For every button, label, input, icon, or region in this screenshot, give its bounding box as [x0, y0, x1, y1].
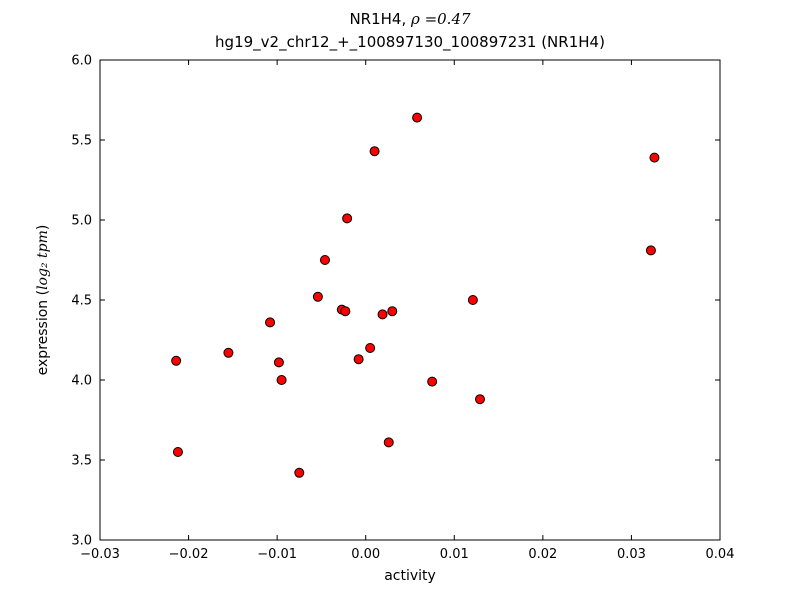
scatter-point [365, 343, 376, 353]
y-tick-label: 4.5 [71, 294, 92, 309]
scatter-point [353, 354, 364, 365]
y-tick-label: 3.0 [71, 534, 92, 549]
chart-title-line1: NR1H4, ρ =0.47 [349, 10, 471, 28]
scatter-point [312, 291, 323, 302]
scatter-point [474, 394, 485, 405]
x-tick-label: −0.03 [80, 547, 120, 562]
y-tick-label: 6.0 [71, 54, 92, 69]
x-tick-label: 0.01 [440, 547, 469, 562]
y-tick-label: 3.5 [71, 454, 92, 469]
y-tick-label: 5.5 [71, 134, 92, 149]
scatter-point [273, 357, 284, 368]
scatter-point [172, 447, 183, 457]
scatter-point [412, 112, 423, 123]
scatter-point [319, 255, 330, 265]
x-tick-label: 0.03 [617, 547, 646, 562]
x-tick-label: 0.00 [351, 547, 380, 562]
scatter-point [649, 152, 660, 163]
x-tick-label: −0.01 [257, 547, 297, 562]
scatter-point [276, 375, 287, 385]
scatter-point [342, 213, 353, 224]
x-tick-label: 0.04 [706, 547, 735, 562]
y-tick-label: 4.0 [71, 374, 92, 389]
x-tick-label: 0.02 [528, 547, 557, 562]
scatter-point [377, 309, 388, 320]
scatter-point [467, 295, 478, 305]
y-axis-label: expression (log₂ tpm) [35, 225, 51, 376]
scatter-point [340, 306, 351, 317]
x-tick-label: −0.02 [169, 547, 209, 562]
scatter-point [294, 467, 305, 478]
y-tick-label: 5.0 [71, 214, 92, 229]
x-axis-label: activity [384, 568, 436, 584]
scatter-point [223, 347, 234, 358]
scatter-point [383, 437, 394, 448]
scatter-point [265, 317, 276, 328]
scatter-point [387, 306, 398, 317]
scatter-point [369, 146, 380, 157]
plot-area [99, 59, 721, 541]
scatter-point [171, 355, 182, 366]
scatter-point [645, 245, 656, 256]
chart-title-line2: hg19_v2_chr12_+_100897130_100897231 (NR1… [215, 33, 605, 52]
scatter-point [427, 376, 438, 387]
